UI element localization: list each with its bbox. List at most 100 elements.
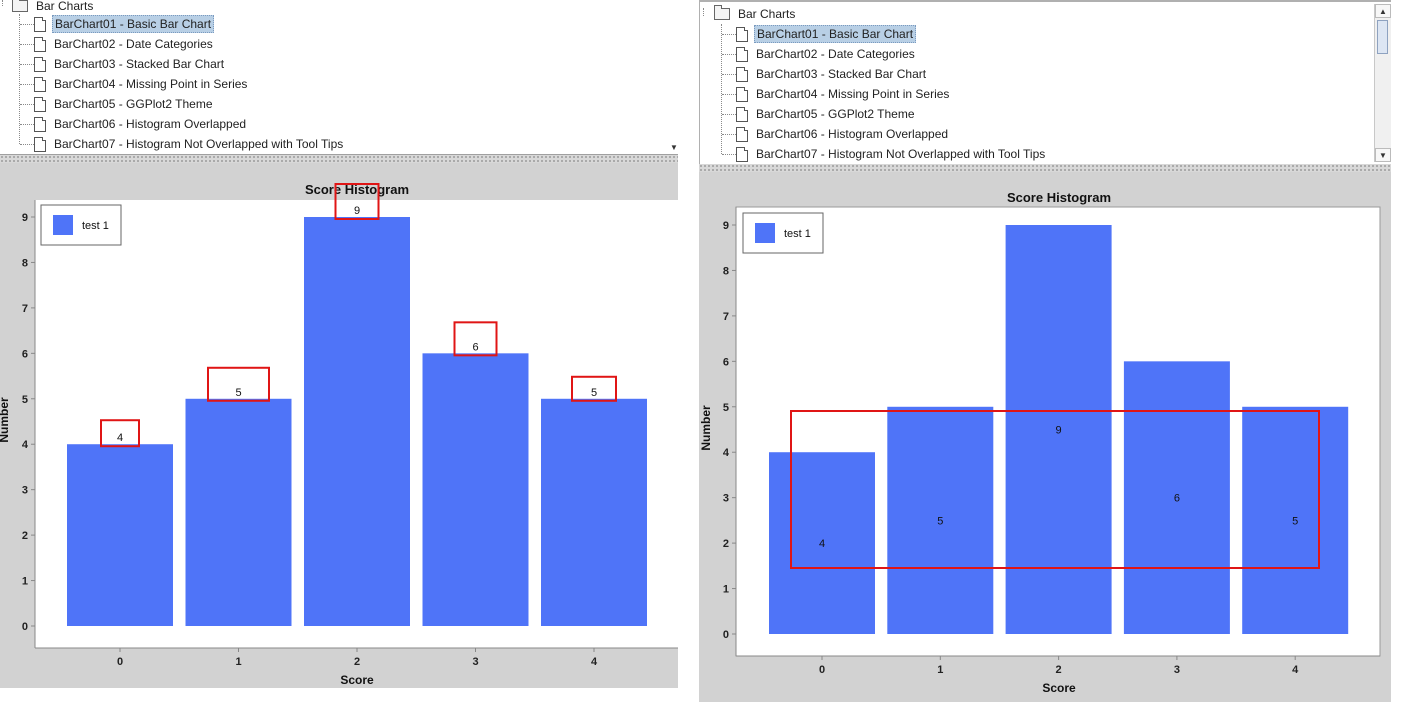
tree-root-bar-charts[interactable]: Bar Charts (714, 4, 797, 24)
file-icon (34, 96, 46, 112)
x-tick-label: 4 (591, 656, 598, 668)
tree-scrollbar[interactable]: ▼ (670, 0, 678, 154)
tree-item-label: BarChart06 - Histogram Overlapped (54, 117, 247, 131)
y-tick-label: 1 (22, 576, 28, 588)
legend-label: test 1 (82, 220, 109, 232)
y-axis-label: Number (699, 405, 713, 451)
y-tick-label: 3 (723, 493, 729, 505)
tree-item[interactable]: BarChart07 - Histogram Not Overlapped wi… (34, 134, 345, 154)
y-tick-label: 0 (22, 621, 28, 633)
file-icon (736, 106, 748, 122)
data-label: 5 (235, 387, 241, 399)
highlight-box (571, 375, 617, 402)
tree-item[interactable]: BarChart06 - Histogram Overlapped (736, 124, 950, 144)
legend-swatch (53, 215, 73, 235)
y-tick-label: 5 (22, 394, 28, 406)
legend-box (40, 204, 122, 246)
highlight-box (207, 366, 270, 402)
bar (769, 452, 875, 634)
tree-item-label: BarChart04 - Missing Point in Series (54, 77, 248, 91)
y-tick-label: 7 (22, 303, 28, 315)
tree-item-label: BarChart07 - Histogram Not Overlapped wi… (756, 147, 1046, 161)
bar (422, 353, 529, 626)
tree-root-label: Bar Charts (36, 0, 94, 13)
x-tick-label: 3 (1174, 664, 1180, 676)
tree-scrollbar[interactable]: ▲ ▼ (1374, 4, 1391, 162)
chart-title: Score Histogram (305, 182, 409, 197)
bar (67, 444, 173, 626)
tree-item-label: BarChart04 - Missing Point in Series (756, 87, 950, 101)
tree-item[interactable]: BarChart07 - Histogram Not Overlapped wi… (736, 144, 1047, 164)
splitter-handle[interactable] (0, 155, 678, 163)
tree-item[interactable]: BarChart03 - Stacked Bar Chart (736, 64, 928, 84)
folder-icon (714, 5, 730, 20)
data-label: 9 (354, 205, 360, 217)
tree-item[interactable]: BarChart03 - Stacked Bar Chart (34, 54, 226, 74)
file-icon (736, 146, 748, 162)
legend-label: test 1 (784, 228, 811, 240)
tree-item[interactable]: BarChart05 - GGPlot2 Theme (34, 94, 215, 114)
tree-item-label: BarChart05 - GGPlot2 Theme (756, 107, 915, 121)
tree-view[interactable]: Bar Charts BarChart01 - Basic Bar Chart B… (699, 0, 1391, 165)
x-axis-label: Score (340, 673, 374, 687)
highlight-box (334, 183, 380, 220)
tree-item[interactable]: BarChart02 - Date Categories (34, 34, 215, 54)
tree-item[interactable]: BarChart01 - Basic Bar Chart (34, 14, 215, 34)
x-tick-label: 0 (819, 664, 825, 676)
right-panel: Bar Charts BarChart01 - Basic Bar Chart B… (699, 0, 1391, 706)
tree-item[interactable]: BarChart05 - GGPlot2 Theme (736, 104, 917, 124)
left-panel: Bar Charts BarChart01 - Basic Bar Chart B… (0, 0, 678, 706)
scroll-down-arrow-icon[interactable]: ▼ (1375, 148, 1391, 162)
splitter-handle[interactable] (699, 164, 1391, 172)
y-tick-label: 1 (723, 584, 729, 596)
bar (304, 217, 410, 626)
y-tick-label: 7 (723, 311, 729, 323)
file-icon (736, 26, 748, 42)
bar (541, 398, 647, 626)
y-tick-label: 0 (723, 629, 729, 641)
data-label: 6 (472, 341, 478, 353)
data-label: 4 (117, 432, 123, 444)
tree-root-label: Bar Charts (738, 7, 796, 21)
bar (1123, 361, 1230, 634)
tree-root-bar-charts[interactable]: Bar Charts (12, 0, 95, 16)
data-label: 5 (591, 387, 597, 399)
tree-item[interactable]: BarChart06 - Histogram Overlapped (34, 114, 248, 134)
tree-item[interactable]: BarChart02 - Date Categories (736, 44, 917, 64)
file-icon (34, 116, 46, 132)
tree-view[interactable]: Bar Charts BarChart01 - Basic Bar Chart B… (0, 0, 678, 155)
x-tick-label: 0 (117, 656, 123, 668)
highlight-box (453, 321, 498, 357)
y-tick-label: 4 (723, 447, 730, 459)
tree-item[interactable]: BarChart04 - Missing Point in Series (736, 84, 951, 104)
file-icon (34, 136, 46, 152)
data-label: 5 (1292, 515, 1298, 527)
scroll-thumb[interactable] (1377, 20, 1388, 54)
tree-item-label: BarChart03 - Stacked Bar Chart (756, 67, 927, 81)
file-icon (34, 76, 46, 92)
y-tick-label: 9 (723, 220, 729, 232)
bar-chart-left: Score Histogram 0 1 2 3 4 5 6 7 8 9 Number 0 4 1 5 2 9 3 6 4… (0, 182, 678, 687)
highlight-box (100, 419, 140, 448)
bar (1242, 406, 1349, 634)
tree-item-label: BarChart03 - Stacked Bar Chart (54, 57, 225, 71)
file-icon (736, 46, 748, 62)
tree-item-label: BarChart07 - Histogram Not Overlapped wi… (54, 137, 344, 151)
tree-item-label: BarChart01 - Basic Bar Chart (52, 15, 215, 33)
tree-item[interactable]: BarChart04 - Missing Point in Series (34, 74, 249, 94)
y-tick-label: 6 (723, 356, 729, 368)
file-icon (736, 126, 748, 142)
file-icon (736, 66, 748, 82)
scroll-up-arrow-icon[interactable]: ▲ (1375, 4, 1391, 18)
tree-item-label: BarChart06 - Histogram Overlapped (756, 127, 949, 141)
x-tick-label: 2 (1056, 664, 1062, 676)
scroll-down-arrow-icon[interactable]: ▼ (670, 140, 678, 154)
x-tick-label: 1 (235, 656, 241, 668)
tree-item[interactable]: BarChart01 - Basic Bar Chart (736, 24, 917, 44)
y-tick-label: 9 (22, 212, 28, 224)
x-tick-label: 4 (1292, 664, 1299, 676)
bar (185, 398, 292, 626)
x-tick-label: 2 (354, 656, 360, 668)
file-icon (34, 36, 46, 52)
data-label: 6 (1174, 493, 1180, 505)
